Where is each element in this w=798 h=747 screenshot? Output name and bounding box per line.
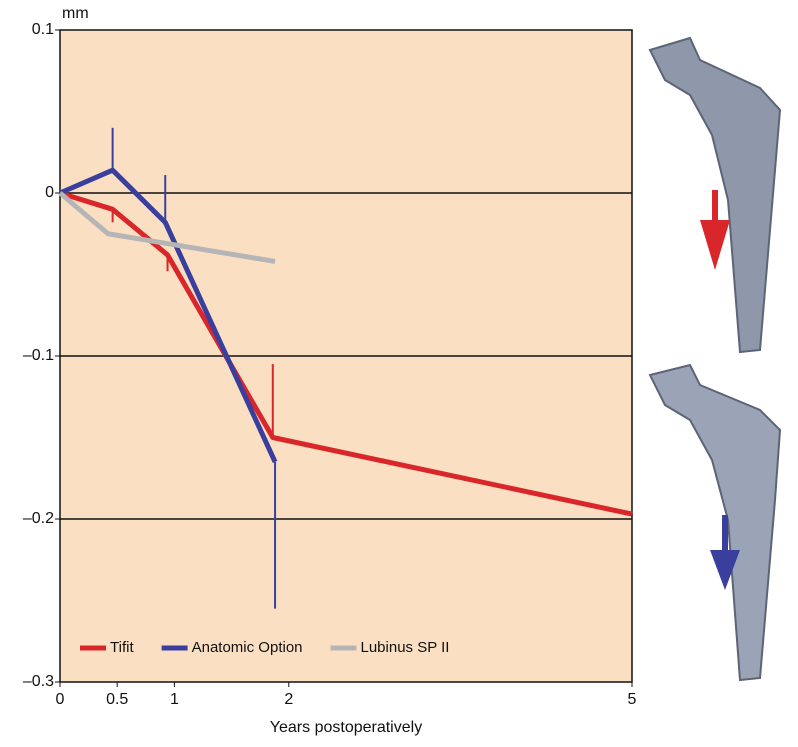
x-axis-label: Years postoperatively [270,719,422,736]
stem-image [648,363,782,682]
legend-label: Anatomic Option [192,639,303,656]
stem-image [648,36,782,354]
series-line [58,191,276,264]
x-tick-label: 5 [628,691,637,708]
stem-illustrations [648,36,782,682]
legend-label: Lubinus SP II [361,639,450,656]
y-tick-label: –0.1 [23,347,54,364]
y-tick-label: 0 [45,184,54,201]
x-tick-label: 2 [284,691,293,708]
y-axis-label: mm [62,5,89,22]
y-tick-label: 0.1 [32,21,54,38]
arrow-down [700,190,730,270]
x-tick-label: 0 [56,691,65,708]
x-tick-label: 1 [170,691,179,708]
y-tick-label: –0.2 [23,510,54,527]
legend-label: Tifit [110,639,134,656]
x-tick-label: 0.5 [106,691,128,708]
series-line [59,167,278,463]
arrow-down [710,515,740,590]
y-tick-label: –0.3 [23,673,54,690]
